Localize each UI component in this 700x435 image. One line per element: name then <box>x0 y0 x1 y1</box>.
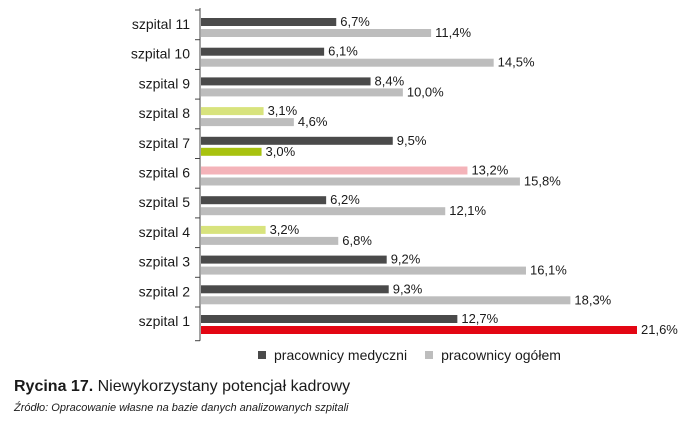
legend-swatch-total <box>425 351 434 359</box>
bar-medical <box>201 77 371 86</box>
data-label-total: 18,3% <box>574 292 611 307</box>
data-label-total: 3,0% <box>266 144 296 159</box>
category-label: szpital 10 <box>131 46 190 62</box>
legend-label-total: pracownicy ogółem <box>441 347 561 363</box>
bar-medical <box>201 136 393 145</box>
source-note: Źródło: Opracowanie własne na bazie dany… <box>14 402 349 414</box>
data-label-medical: 12,7% <box>461 311 498 326</box>
bar-chart: szpital 11 6,7% 11,4% szpital 10 6,1% 14,5% sz… <box>131 8 678 342</box>
bar-total <box>201 118 294 127</box>
bar-total <box>201 266 526 275</box>
category-label: szpital 2 <box>139 283 191 299</box>
bar-total <box>201 236 339 245</box>
legend-item-total: pracownicy ogółem <box>425 347 561 363</box>
data-label-total: 21,6% <box>641 322 678 337</box>
data-label-medical: 6,2% <box>330 192 360 207</box>
category-label: szpital 7 <box>139 135 191 151</box>
category-label: szpital 6 <box>139 165 191 181</box>
figure-label: Rycina 17. <box>14 378 94 395</box>
category-label: szpital 8 <box>139 105 191 121</box>
data-label-medical: 9,2% <box>391 252 421 267</box>
data-label-medical: 8,4% <box>375 73 405 88</box>
bar-medical <box>201 255 387 264</box>
legend: pracownicy medyczni pracownicy ogółem <box>258 347 579 363</box>
bar-medical <box>201 315 458 323</box>
bar-medical <box>201 107 264 116</box>
category-label: szpital 9 <box>139 75 191 91</box>
bar-medical <box>201 166 468 175</box>
data-label-total: 11,4% <box>435 25 471 40</box>
category-label: szpital 4 <box>139 224 191 240</box>
data-label-medical: 6,7% <box>340 14 370 29</box>
bar-total <box>201 58 494 67</box>
category-label: szpital 3 <box>139 254 191 270</box>
legend-item-medical: pracownicy medyczni <box>258 347 407 363</box>
bar-total <box>201 207 446 216</box>
bar-medical <box>201 196 327 205</box>
data-label-total: 6,8% <box>342 233 372 248</box>
bar-total <box>201 177 520 186</box>
bar-total <box>201 147 262 156</box>
bar-total <box>201 88 403 97</box>
category-label: szpital 1 <box>139 313 191 329</box>
data-label-medical: 3,1% <box>268 103 298 118</box>
data-label-medical: 3,2% <box>270 222 300 237</box>
legend-label-medical: pracownicy medyczni <box>274 347 408 363</box>
data-label-total: 14,5% <box>498 55 535 70</box>
bar-total <box>201 296 571 305</box>
data-label-total: 10,0% <box>407 84 444 99</box>
data-label-total: 4,6% <box>298 114 328 129</box>
data-label-total: 12,1% <box>449 203 486 218</box>
data-label-medical: 6,1% <box>328 44 358 59</box>
bar-total <box>201 326 637 334</box>
category-label: szpital 11 <box>132 16 190 32</box>
bar-medical <box>201 47 325 56</box>
bar-medical <box>201 18 337 26</box>
category-label: szpital 5 <box>139 194 191 210</box>
figure-caption: Rycina 17. Niewykorzystany potencjał kad… <box>14 378 350 396</box>
data-label-medical: 9,3% <box>393 281 423 296</box>
bar-medical <box>201 225 266 234</box>
legend-swatch-medical <box>258 351 266 359</box>
figure-title: Niewykorzystany potencjał kadrowy <box>93 378 351 395</box>
data-label-medical: 13,2% <box>471 163 508 178</box>
bar-medical <box>201 285 389 294</box>
data-label-total: 16,1% <box>530 263 567 278</box>
data-label-medical: 9,5% <box>397 133 427 148</box>
data-label-total: 15,8% <box>524 174 561 189</box>
bar-total <box>201 29 432 37</box>
